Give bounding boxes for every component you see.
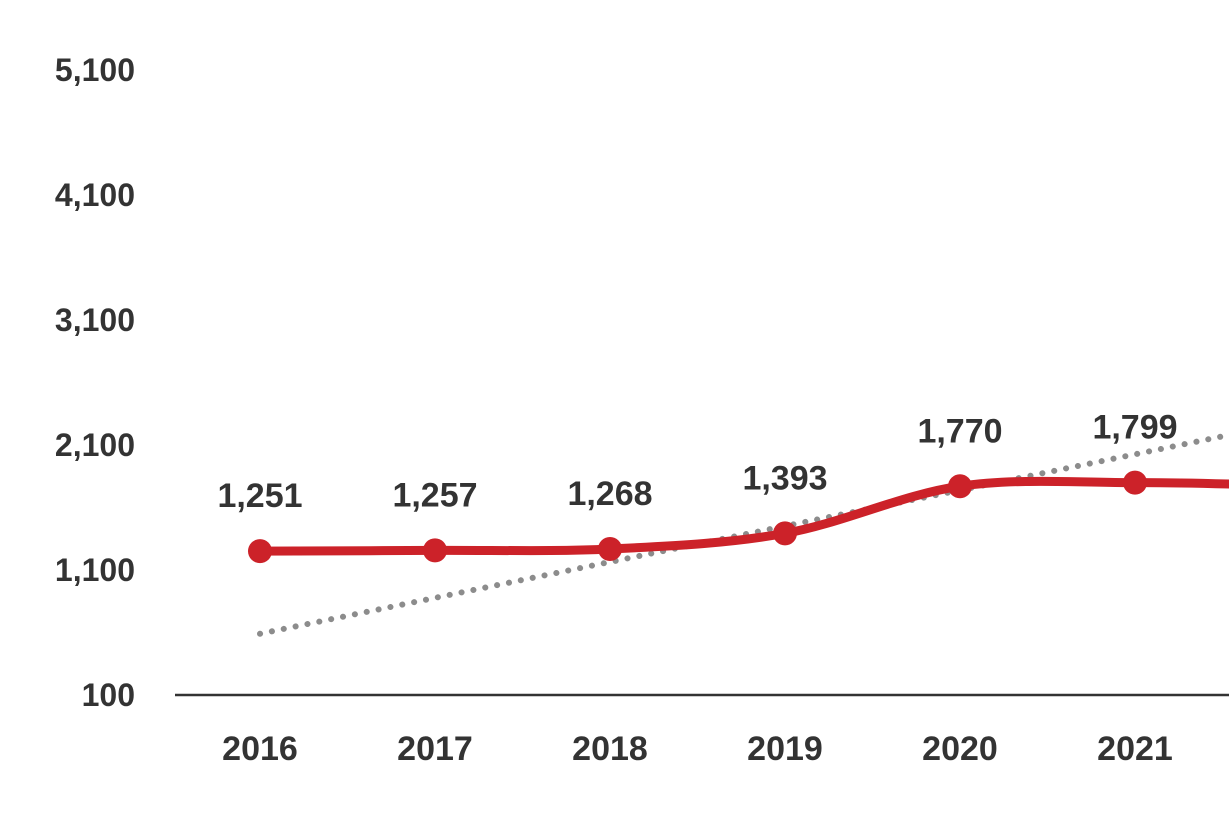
x-axis-ticks: 2016 2017 2018 2019 2020 2021 bbox=[222, 730, 1173, 768]
data-label: 1,393 bbox=[742, 459, 827, 497]
data-label: 1,268 bbox=[567, 475, 652, 513]
x-tick-label: 2017 bbox=[397, 730, 473, 768]
x-tick-label: 2021 bbox=[1097, 730, 1173, 768]
y-tick-label: 1,100 bbox=[55, 552, 135, 588]
y-tick-label: 2,100 bbox=[55, 427, 135, 463]
data-label: 1,799 bbox=[1092, 409, 1177, 447]
x-tick-label: 2016 bbox=[222, 730, 298, 768]
x-tick-label: 2018 bbox=[572, 730, 648, 768]
data-point-marker bbox=[948, 474, 972, 499]
data-point-marker bbox=[598, 537, 622, 561]
x-tick-label: 2019 bbox=[747, 730, 823, 768]
x-tick-label: 2020 bbox=[922, 730, 998, 768]
y-tick-label: 5,100 bbox=[55, 52, 135, 88]
data-point-marker bbox=[773, 521, 797, 546]
trendline bbox=[257, 432, 1229, 637]
data-point-marker bbox=[1123, 470, 1147, 495]
data-label: 1,257 bbox=[392, 476, 477, 514]
data-point-marker bbox=[248, 539, 272, 564]
y-tick-label: 4,100 bbox=[55, 177, 135, 213]
y-axis-ticks: 100 1,100 2,100 3,100 4,100 5,100 bbox=[55, 52, 135, 713]
data-label: 1,770 bbox=[917, 412, 1002, 450]
y-tick-label: 100 bbox=[82, 677, 135, 713]
data-point-marker bbox=[423, 538, 447, 563]
data-points: 1,251 1,257 1,268 1,393 1,770 1,799 bbox=[217, 409, 1178, 564]
data-label: 1,251 bbox=[217, 477, 302, 515]
y-tick-label: 3,100 bbox=[55, 302, 135, 338]
